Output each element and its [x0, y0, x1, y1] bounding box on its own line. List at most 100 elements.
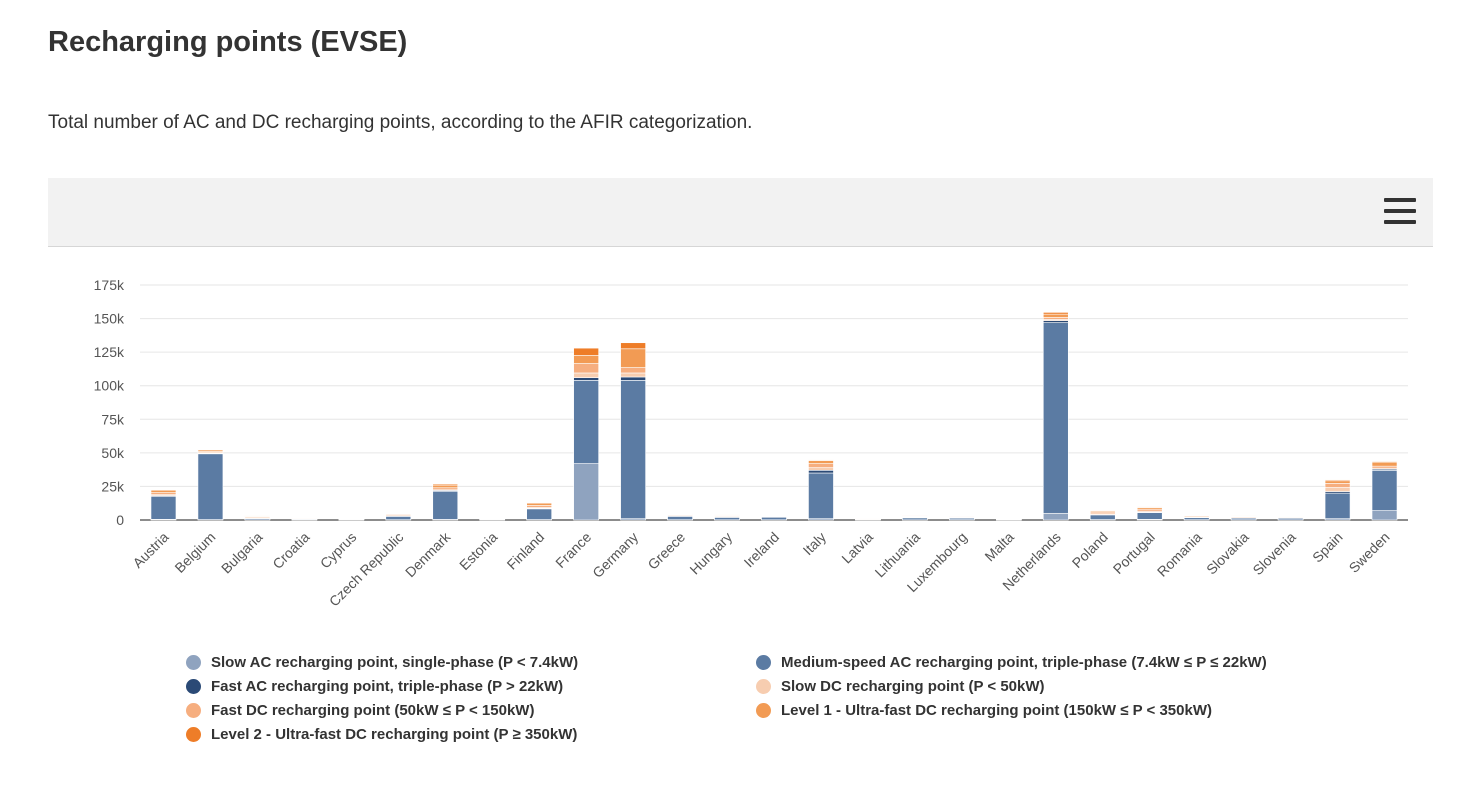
bar-segment[interactable] [197, 453, 224, 520]
bar-segment[interactable] [761, 516, 787, 521]
bar-segment[interactable] [526, 505, 552, 508]
bar-segment[interactable] [996, 518, 1022, 521]
legend-label: Fast AC recharging point, triple-phase (… [211, 678, 564, 695]
bar-segment[interactable] [1136, 508, 1163, 512]
bar-segment[interactable] [291, 517, 318, 519]
bar-segment[interactable] [573, 380, 599, 464]
bar-segment[interactable] [620, 380, 646, 519]
bar-segment[interactable] [244, 515, 271, 517]
bar-segment[interactable] [197, 449, 224, 451]
x-category-label: Denmark [402, 528, 454, 580]
bar-segment[interactable] [526, 502, 552, 506]
bar-segment[interactable] [1089, 510, 1116, 512]
bar-segment[interactable] [573, 363, 599, 374]
x-category-label: Slovakia [1203, 529, 1252, 578]
bar-segment[interactable] [432, 483, 459, 486]
bar-segment[interactable] [808, 472, 834, 519]
bar-segment[interactable] [573, 377, 599, 381]
x-category-label: Germany [589, 529, 641, 581]
bar-segment[interactable] [949, 516, 975, 518]
legend-marker-icon [186, 727, 201, 742]
legend-item[interactable]: Slow DC recharging point (P < 50kW) [756, 678, 1045, 695]
bar-segment[interactable] [808, 459, 834, 461]
legend-label: Level 1 - Ultra-fast DC recharging point… [781, 702, 1212, 719]
legend-item[interactable]: Level 1 - Ultra-fast DC recharging point… [756, 702, 1212, 719]
x-category-label: Romania [1154, 529, 1205, 580]
bar-segment[interactable] [1042, 512, 1069, 521]
bar-segment[interactable] [1042, 312, 1069, 315]
legend-item[interactable]: Fast DC recharging point (50kW ≤ P < 150… [186, 702, 534, 719]
bar-segment[interactable] [667, 516, 693, 521]
legend-item[interactable]: Medium-speed AC recharging point, triple… [756, 654, 1267, 671]
bar-segment[interactable] [1230, 515, 1257, 517]
bar-segment[interactable] [1324, 483, 1351, 488]
bar-segment[interactable] [432, 490, 459, 520]
legend-marker-icon [756, 655, 771, 670]
x-category-label: France [552, 529, 594, 571]
bar-segment[interactable] [150, 492, 177, 495]
legend-item[interactable]: Level 2 - Ultra-fast DC recharging point… [186, 726, 577, 743]
bar-segment[interactable] [573, 347, 599, 356]
legend-item[interactable]: Slow AC recharging point, single-phase (… [186, 654, 578, 671]
bar-segment[interactable] [902, 515, 928, 517]
bar-segment[interactable] [385, 512, 412, 515]
bar-segment[interactable] [1371, 510, 1398, 521]
bar-segment[interactable] [150, 489, 177, 493]
bar-segment[interactable] [1277, 516, 1304, 518]
x-category-label: Sweden [1346, 529, 1393, 576]
bar-segment[interactable] [1324, 479, 1351, 482]
bar-segment[interactable] [1042, 317, 1069, 320]
bar-segment[interactable] [620, 372, 646, 378]
bar-segment[interactable] [620, 342, 646, 350]
bar-segment[interactable] [902, 517, 928, 521]
y-tick-label: 75k [101, 411, 125, 427]
bar-segment[interactable] [1183, 517, 1210, 521]
x-category-label: Portugal [1110, 529, 1158, 577]
y-tick-label: 175k [94, 277, 125, 293]
bar-segment[interactable] [1371, 470, 1398, 511]
bar-segment[interactable] [620, 348, 646, 368]
bar-segment[interactable] [855, 518, 881, 520]
bar-segment[interactable] [714, 514, 740, 516]
bar-segment[interactable] [808, 463, 834, 468]
bar-segment[interactable] [1136, 506, 1163, 508]
bar-segment[interactable] [150, 496, 177, 520]
bar-segment[interactable] [432, 487, 459, 491]
bar-segment[interactable] [150, 489, 177, 491]
bar-segment[interactable] [808, 470, 834, 474]
bar-segment[interactable] [714, 517, 740, 521]
bar-segment[interactable] [526, 508, 552, 520]
bar-segment[interactable] [1183, 514, 1210, 517]
bar-segment[interactable] [1042, 320, 1069, 323]
legend-label: Level 2 - Ultra-fast DC recharging point… [211, 726, 578, 743]
bar-segment[interactable] [479, 517, 506, 520]
bar-segment[interactable] [573, 463, 599, 521]
bar-segment[interactable] [1042, 313, 1069, 318]
bar-segment[interactable] [1042, 322, 1069, 514]
bar-segment[interactable] [620, 367, 646, 374]
bar-segment[interactable] [573, 372, 599, 378]
y-tick-label: 150k [94, 311, 125, 327]
legend-label: Slow AC recharging point, single-phase (… [211, 654, 579, 671]
hamburger-menu-icon[interactable] [1383, 198, 1417, 226]
bar-segment[interactable] [1324, 480, 1351, 484]
bar-segment[interactable] [432, 484, 459, 489]
bar-segment[interactable] [808, 460, 834, 464]
bar-segment[interactable] [338, 518, 365, 520]
bar-segment[interactable] [385, 516, 412, 521]
bar-segment[interactable] [1324, 487, 1351, 492]
bar-segment[interactable] [620, 376, 646, 381]
bar-segment[interactable] [1371, 461, 1398, 467]
bar-segment[interactable] [761, 515, 787, 517]
bar-segment[interactable] [808, 467, 834, 471]
legend-item[interactable]: Fast AC recharging point, triple-phase (… [186, 678, 563, 695]
bar-segment[interactable] [1089, 514, 1116, 520]
bar-segment[interactable] [526, 502, 552, 504]
bar-segment[interactable] [1136, 512, 1163, 520]
bar-segment[interactable] [1371, 461, 1398, 463]
bar-segment[interactable] [1324, 492, 1351, 519]
bar-segment[interactable] [667, 513, 693, 515]
page-title: Recharging points (EVSE) [48, 26, 408, 58]
bar-segment[interactable] [1371, 465, 1398, 469]
bar-segment[interactable] [573, 355, 599, 364]
